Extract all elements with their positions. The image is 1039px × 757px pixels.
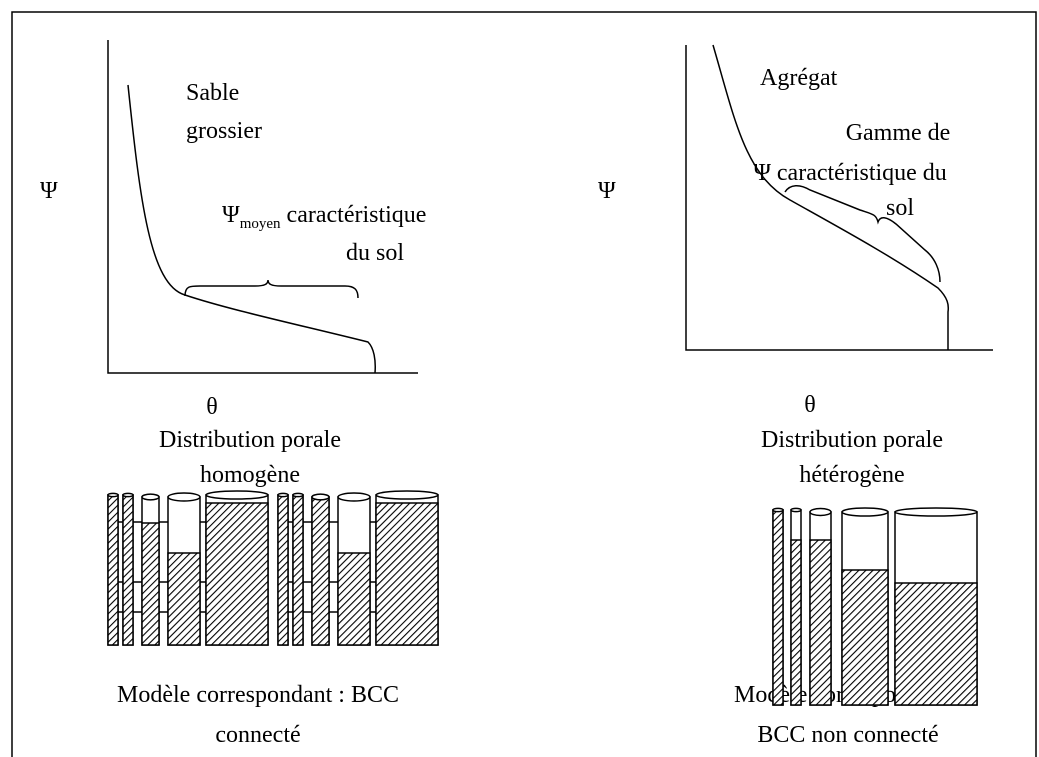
- tube-top: [337, 492, 371, 502]
- annotation: sol: [886, 195, 914, 221]
- tube-top: [141, 493, 160, 501]
- tube-fill: [141, 522, 160, 646]
- tube-fill: [277, 494, 289, 646]
- tube-top: [894, 507, 978, 517]
- tube-top: [841, 507, 889, 517]
- tube-top: [167, 492, 201, 502]
- axes: [685, 45, 993, 351]
- symbol: Ψ: [222, 202, 240, 228]
- x-label: θ: [804, 392, 816, 418]
- tube-fill: [772, 509, 784, 706]
- curve: [127, 84, 376, 374]
- annotation: du sol: [346, 240, 404, 266]
- curve: [712, 44, 950, 350]
- tube-fill: [167, 552, 201, 646]
- tube-fill: [809, 539, 832, 706]
- soil-label: Agrégat: [760, 65, 838, 91]
- subscript: moyen: [240, 216, 281, 232]
- caption: BCC non connecté: [757, 722, 938, 748]
- annotation: Ψ caractéristique du: [753, 160, 947, 186]
- soil-label: Sable: [186, 80, 239, 106]
- tube-top: [277, 492, 289, 498]
- tube-fill: [311, 496, 330, 646]
- tube-fill: [375, 502, 439, 646]
- tubes: [107, 490, 978, 706]
- brace: [184, 279, 359, 299]
- tube-top: [107, 492, 119, 498]
- frame: [11, 11, 1037, 757]
- tube-top: [809, 507, 832, 517]
- tube-top: [292, 492, 304, 498]
- tube-top: [790, 507, 802, 513]
- tube-top: [311, 493, 330, 501]
- annotation: Gamme de: [846, 120, 951, 146]
- tube-fill: [790, 539, 802, 706]
- tube-fill: [337, 552, 371, 646]
- tube-fill: [205, 502, 269, 646]
- x-label: θ: [206, 394, 218, 420]
- tube-fill: [894, 582, 978, 706]
- caption: connecté: [215, 722, 300, 748]
- tube-fill: [107, 494, 119, 646]
- annotation-text: caractéristique: [287, 202, 427, 228]
- caption: Distribution porale: [159, 427, 341, 453]
- tube-top: [122, 492, 134, 498]
- y-label: Ψ: [40, 178, 58, 204]
- y-label: Ψ: [598, 178, 616, 204]
- tube-fill: [292, 494, 304, 646]
- caption: Distribution porale: [761, 427, 943, 453]
- axes: [107, 40, 418, 374]
- caption: Modèle correspondant : BCC: [117, 682, 399, 708]
- caption: hétérogène: [799, 462, 904, 488]
- tube-top: [375, 490, 439, 500]
- tube-fill: [841, 569, 889, 706]
- annotation: Ψmoyen caractéristique: [222, 202, 426, 232]
- tube-top: [772, 507, 784, 513]
- caption: homogène: [200, 462, 300, 488]
- tube-fill: [122, 494, 134, 646]
- brace: [784, 185, 941, 283]
- tube-top: [205, 490, 269, 500]
- soil-label: grossier: [186, 118, 262, 144]
